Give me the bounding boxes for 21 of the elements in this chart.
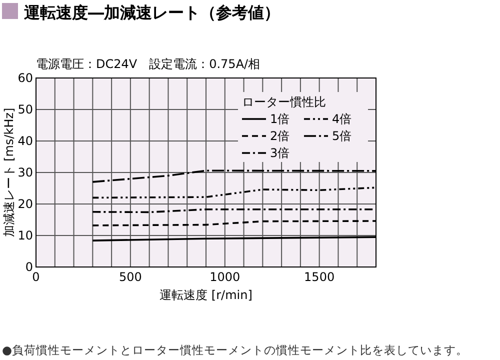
y-tick-label: 40 bbox=[18, 134, 33, 148]
x-tick-label: 500 bbox=[118, 270, 142, 284]
legend-label: 4倍 bbox=[332, 112, 352, 126]
y-tick-label: 10 bbox=[18, 228, 33, 242]
chart-title: 運転速度―加減速レート（参考値） bbox=[23, 3, 280, 22]
x-axis-title: 運転速度 [r/min] bbox=[160, 288, 252, 302]
x-tick-label: 1500 bbox=[304, 270, 335, 284]
x-tick-label: 1000 bbox=[210, 270, 240, 284]
y-tick-label: 50 bbox=[18, 102, 33, 116]
legend-title: ローター慣性比 bbox=[242, 95, 326, 109]
text: ●負荷慣性モーメントとローター慣性モーメントの慣性モーメント比を表しています。 bbox=[2, 343, 468, 357]
legend-label: 1倍 bbox=[270, 112, 290, 126]
legend-label: 5倍 bbox=[332, 129, 352, 143]
y-tick-label: 60 bbox=[18, 71, 33, 85]
y-axis-title: 加減速レート [ms/kHz] bbox=[2, 108, 16, 238]
y-tick-label: 0 bbox=[25, 260, 33, 274]
chart-subtitle: 電源電圧：DC24V 設定電流：0.75A/相 bbox=[36, 57, 260, 71]
legend-label: 2倍 bbox=[270, 129, 290, 143]
y-tick-label: 30 bbox=[18, 166, 33, 180]
y-tick-label: 20 bbox=[18, 197, 33, 211]
legend-label: 3倍 bbox=[270, 146, 290, 160]
